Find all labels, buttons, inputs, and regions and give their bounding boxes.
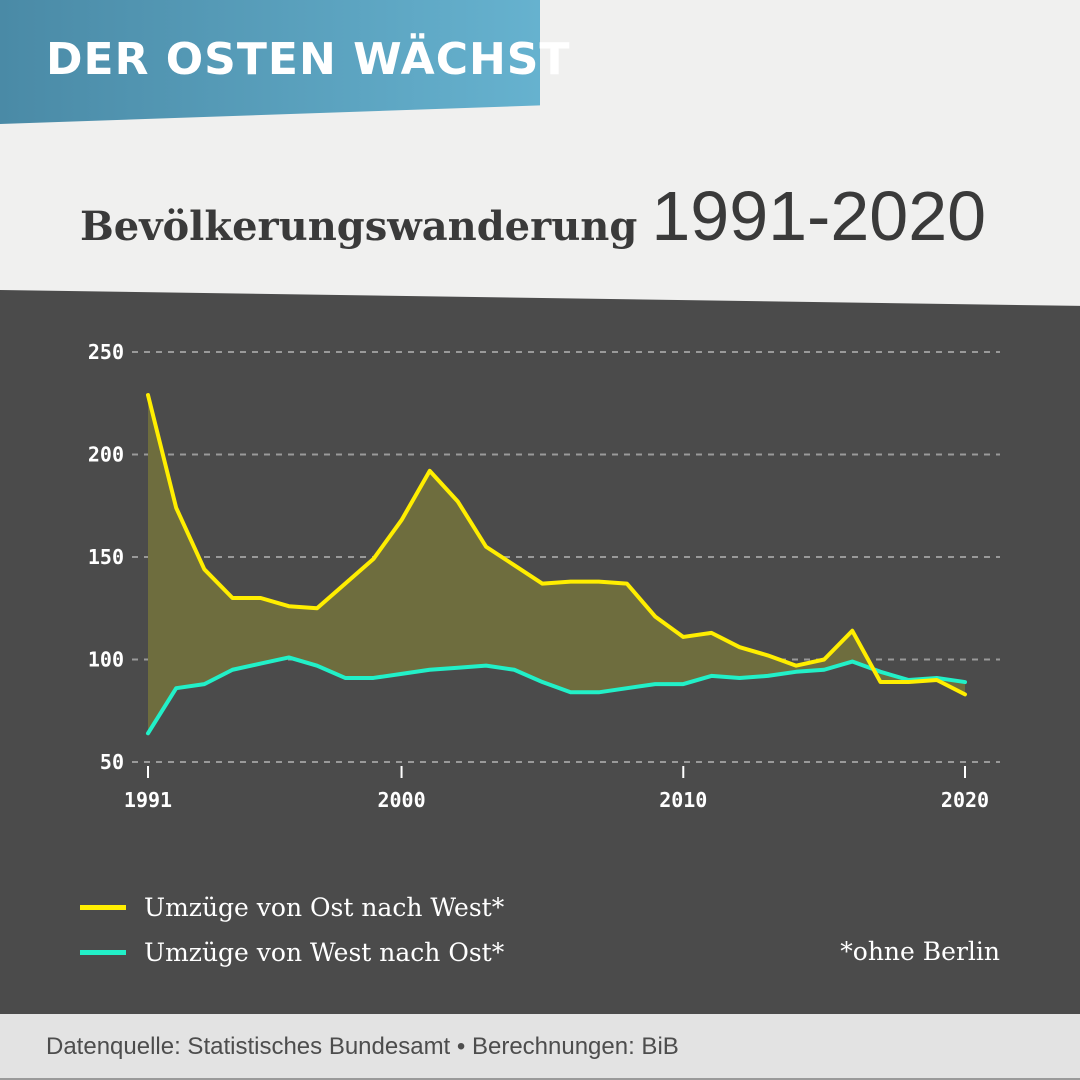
headline-main: Bevölkerungswanderung xyxy=(80,203,638,250)
x-tick-label-2000: 2000 xyxy=(377,788,425,812)
legend-swatch-teal xyxy=(80,950,126,955)
y-tick-label-250: 250 xyxy=(88,340,124,364)
title-banner xyxy=(0,0,540,124)
series-lines xyxy=(146,393,967,736)
y-tick-label-200: 200 xyxy=(88,443,124,467)
series-line-west-nach-ost xyxy=(146,655,967,736)
headline-years: 1991-2020 xyxy=(651,177,987,255)
y-tick-label-50: 50 xyxy=(100,750,124,774)
legend-label: Umzüge von Ost nach West* xyxy=(144,893,505,922)
y-tick-label-150: 150 xyxy=(88,545,124,569)
legend-label: Umzüge von West nach Ost* xyxy=(144,938,505,967)
banner-title: DER OSTEN WÄCHST xyxy=(46,34,571,85)
legend-item-west-nach-ost: Umzüge von West nach Ost* xyxy=(80,938,504,967)
footnote: *ohne Berlin xyxy=(840,937,1000,966)
y-tick-label-100: 100 xyxy=(88,648,124,672)
footer: Datenquelle: Statistisches Bundesamt • B… xyxy=(0,1014,1080,1080)
fill-between-area xyxy=(148,395,965,734)
x-tick-label-2010: 2010 xyxy=(659,788,707,812)
axes: 50 100 150 200 250 1991 2000 2010 2020 xyxy=(88,340,989,812)
legend-swatch-yellow xyxy=(80,905,126,910)
x-tick-label-1991: 1991 xyxy=(124,788,172,812)
area-between-series xyxy=(148,395,965,734)
x-tick-label-2020: 2020 xyxy=(941,788,989,812)
legend-item-ost-nach-west: Umzüge von Ost nach West* xyxy=(80,893,504,922)
grid xyxy=(132,351,1000,763)
source-note: Datenquelle: Statistisches Bundesamt • B… xyxy=(46,1033,679,1060)
headline: Bevölkerungswanderung 1991-2020 xyxy=(80,176,986,256)
series-line-ost-nach-west xyxy=(146,393,967,697)
